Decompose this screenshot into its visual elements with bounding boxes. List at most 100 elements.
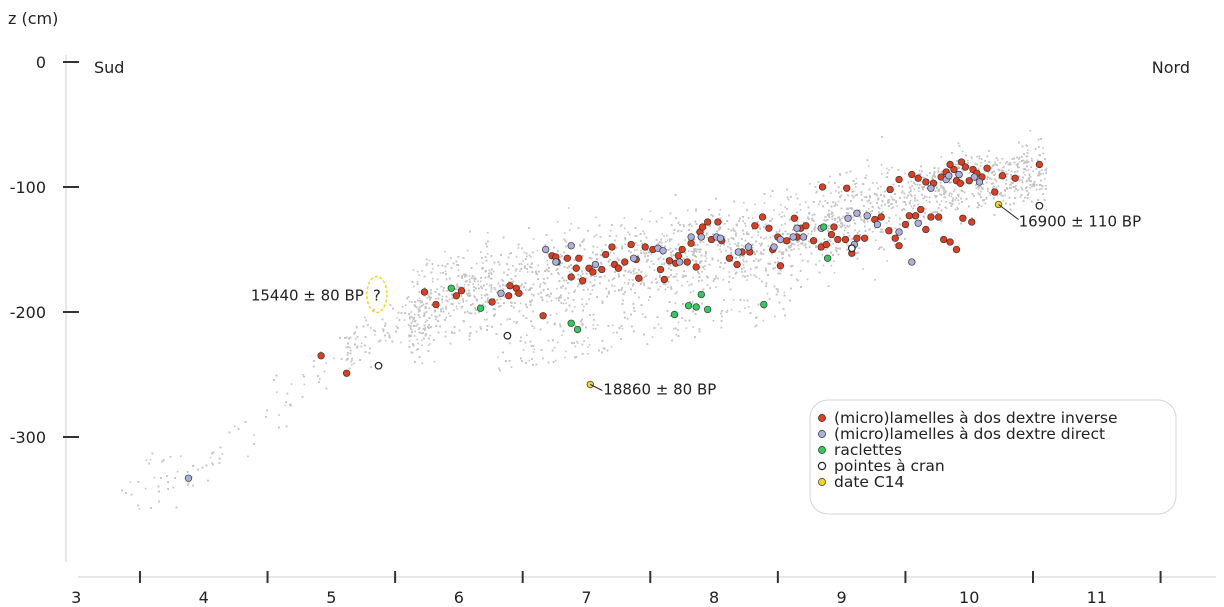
background-point [664,288,667,291]
background-point [641,279,644,282]
background-point [784,223,786,225]
background-point [990,178,993,180]
background-point [642,251,645,253]
background-point [417,328,420,331]
background-point [411,301,413,303]
background-point [806,278,809,281]
background-point [1027,169,1030,171]
background-point [763,202,766,204]
background-point [430,314,433,316]
background-point [595,234,598,236]
background-point [641,218,643,221]
background-point [995,186,998,189]
background-point [333,357,335,360]
background-point [832,214,835,217]
background-point [356,326,358,329]
background-point [874,279,876,281]
background-point [414,330,416,333]
background-point [719,226,721,228]
background-point [560,256,562,259]
background-point [565,302,567,305]
background-point [233,425,236,427]
background-point [829,240,832,242]
background-point [778,213,781,216]
background-point [749,274,752,276]
background-point [484,319,486,321]
background-point [615,235,618,237]
background-point [587,337,589,339]
background-point [896,205,898,207]
background-point [354,331,356,334]
background-point [795,193,797,196]
background-point [742,201,745,204]
background-point [727,228,730,230]
background-point [1005,162,1007,165]
background-point [484,271,487,273]
background-point [457,269,460,271]
background-point [770,220,772,222]
background-point [914,194,916,197]
background-point [597,324,599,326]
background-point [303,383,306,386]
background-point [826,247,829,250]
background-point [722,278,725,281]
background-point [1010,170,1013,172]
background-point [994,161,996,163]
background-point [508,252,511,255]
background-point [778,272,780,275]
background-point [835,190,837,192]
background-point [668,276,671,278]
background-point [411,316,413,318]
background-point [421,344,423,346]
background-point [1045,209,1048,211]
background-point [427,344,430,346]
background-point [354,338,357,340]
background-point [648,266,651,269]
background-point [160,460,163,463]
background-point [431,277,434,280]
background-point [410,311,413,313]
background-point [587,353,589,355]
background-point [886,167,888,170]
background-point [977,168,980,170]
background-point [539,283,542,286]
background-point [853,215,855,217]
background-point [465,292,468,295]
background-point [522,260,524,263]
background-point [782,253,785,255]
background-point [705,257,708,260]
background-point [403,319,406,321]
background-point [144,487,147,490]
background-point [524,289,527,291]
background-point [997,159,999,161]
background-point [779,272,782,275]
background-point [982,183,985,186]
background-point [466,280,468,282]
background-point [408,340,411,342]
background-point [463,283,466,286]
background-point [496,291,498,293]
background-point [429,334,431,337]
background-point [593,276,596,278]
background-point [550,299,553,302]
background-point [742,259,744,261]
background-point [564,299,566,301]
background-point [841,217,843,220]
background-point [740,244,743,247]
background-point [893,199,895,201]
background-point [596,246,599,249]
background-point [480,280,482,283]
background-point [523,251,526,254]
background-point [734,243,737,245]
background-point [706,236,709,239]
background-point [515,322,518,324]
background-point [833,272,836,274]
background-point [446,290,448,292]
background-point [480,251,482,253]
background-point [451,332,453,334]
background-point [766,292,769,295]
background-point [918,170,921,172]
background-point [890,203,892,206]
background-point [1042,152,1044,155]
background-point [751,217,754,220]
